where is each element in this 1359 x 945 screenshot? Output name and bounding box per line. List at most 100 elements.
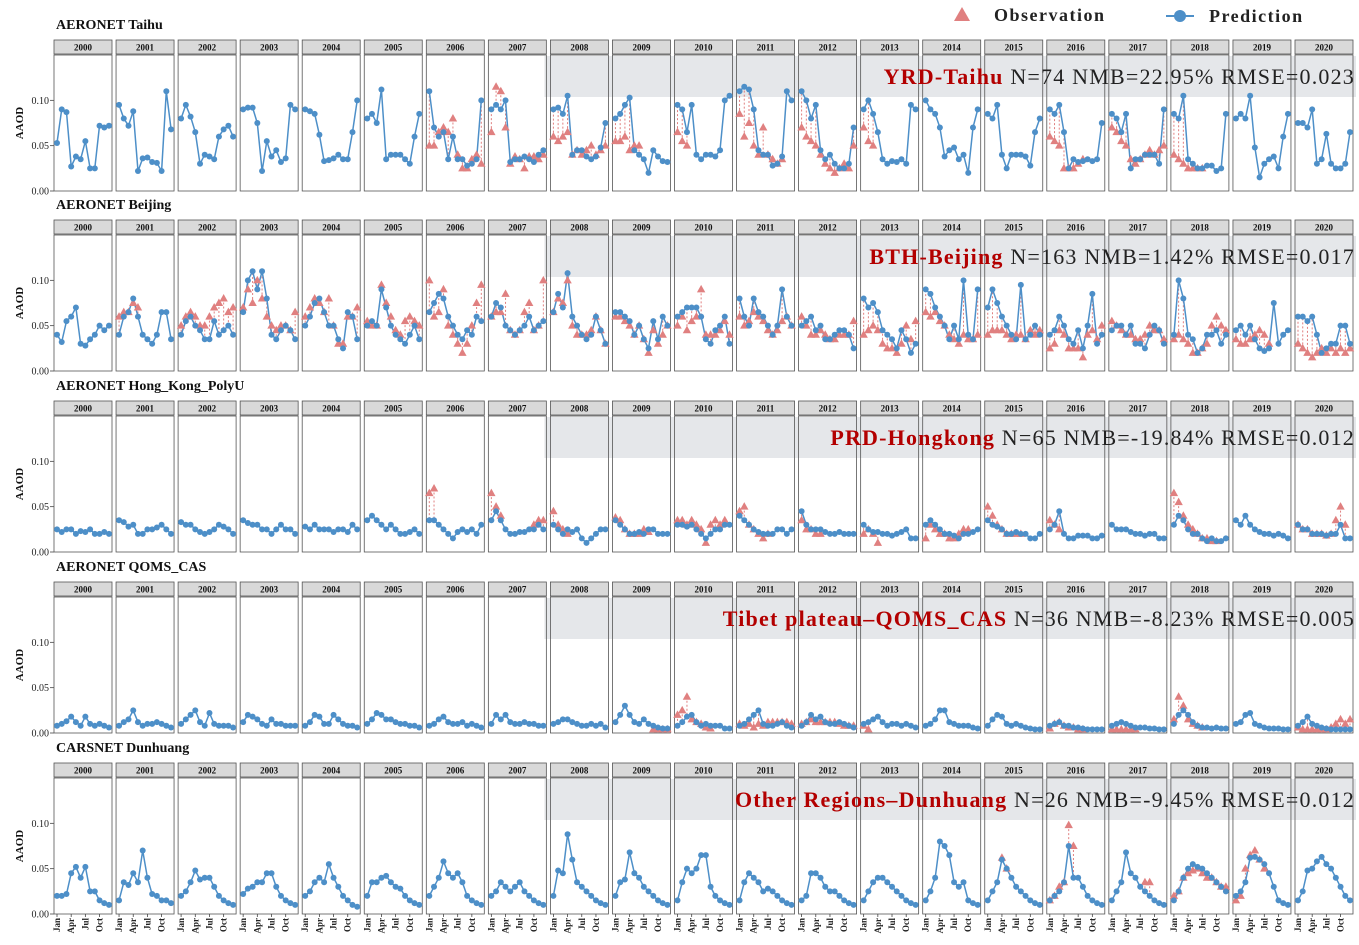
facet-year-label: 2012 bbox=[819, 43, 838, 53]
prediction-point bbox=[225, 122, 232, 129]
prediction-point bbox=[120, 519, 127, 526]
observation-point bbox=[1331, 719, 1341, 727]
prediction-point bbox=[1141, 724, 1148, 731]
facet-year-label: 2009 bbox=[632, 43, 651, 53]
observation-point bbox=[864, 325, 873, 334]
prediction-point bbox=[215, 521, 222, 528]
prediction-point bbox=[1266, 870, 1273, 877]
facet-2018: 2018 bbox=[1169, 39, 1230, 192]
facet-2010: 2010 bbox=[673, 39, 733, 192]
prediction-point bbox=[354, 526, 361, 533]
prediction-point bbox=[397, 336, 404, 343]
facet-2006: 2006 bbox=[425, 581, 485, 734]
prediction-point bbox=[383, 716, 390, 723]
facet-year-label: 2016 bbox=[1067, 43, 1086, 53]
prediction-point bbox=[96, 122, 103, 129]
prediction-point bbox=[1089, 726, 1096, 733]
facet-strip bbox=[487, 39, 547, 55]
observation-point bbox=[429, 312, 439, 320]
observation-point bbox=[1345, 714, 1355, 723]
facet-strip bbox=[425, 219, 485, 235]
observation-point bbox=[983, 502, 992, 510]
prediction-point bbox=[769, 162, 776, 169]
prediction-point bbox=[87, 720, 94, 727]
prediction-point bbox=[597, 526, 604, 533]
prediction-point bbox=[1060, 530, 1067, 537]
prediction-point bbox=[994, 101, 1001, 108]
facet-year-label: 2014 bbox=[943, 404, 962, 414]
prediction-point bbox=[440, 858, 447, 865]
x-tick-label: Apr bbox=[873, 918, 883, 934]
prediction-point bbox=[249, 883, 256, 890]
facet-year-label: 2016 bbox=[1067, 585, 1086, 595]
prediction-point bbox=[841, 897, 848, 904]
prediction-point bbox=[54, 526, 60, 533]
prediction-point bbox=[865, 97, 872, 104]
facet-year-label: 2008 bbox=[570, 404, 589, 414]
prediction-point bbox=[592, 722, 599, 729]
prediction-point bbox=[72, 530, 79, 537]
prediction-point bbox=[478, 901, 485, 908]
prediction-point bbox=[836, 892, 843, 899]
facet-panel bbox=[53, 234, 113, 372]
prediction-point bbox=[955, 883, 962, 890]
prediction-point bbox=[163, 897, 170, 904]
prediction-point bbox=[1194, 165, 1201, 172]
prediction-point bbox=[645, 169, 652, 176]
observation-point bbox=[228, 303, 238, 311]
prediction-point bbox=[1008, 151, 1015, 158]
facet-strip bbox=[239, 219, 299, 235]
prediction-point bbox=[445, 719, 452, 726]
x-tick-label: Jan bbox=[548, 918, 558, 932]
prediction-point bbox=[893, 158, 900, 165]
prediction-point bbox=[244, 104, 251, 111]
prediction-point bbox=[1222, 888, 1229, 895]
facet-year-label: 2014 bbox=[943, 223, 962, 233]
prediction-point bbox=[564, 92, 571, 99]
facet-panel bbox=[53, 596, 113, 734]
prediction-point bbox=[406, 529, 413, 536]
prediction-point bbox=[282, 322, 289, 329]
observation-point bbox=[1331, 515, 1341, 524]
prediction-point bbox=[91, 888, 98, 895]
prediction-point bbox=[574, 720, 581, 727]
prediction-point bbox=[1208, 874, 1215, 881]
prediction-point bbox=[397, 151, 404, 158]
prediction-point bbox=[1098, 331, 1105, 338]
facet-2006: 2006 bbox=[425, 39, 486, 192]
observation-point bbox=[563, 275, 572, 284]
facet-2020: 2020 bbox=[1293, 219, 1355, 372]
y-tick-label: 0.00 bbox=[32, 729, 50, 740]
x-tick-label: Jul bbox=[577, 918, 587, 931]
prediction-point bbox=[1189, 336, 1196, 343]
prediction-point bbox=[1098, 901, 1105, 908]
y-axis-label: AAOD bbox=[14, 468, 26, 500]
prediction-point bbox=[927, 888, 934, 895]
facet-strip bbox=[363, 581, 423, 597]
prediction-point bbox=[1141, 151, 1148, 158]
prediction-point bbox=[392, 151, 399, 158]
facet-strip bbox=[736, 762, 795, 778]
prediction-point bbox=[664, 158, 671, 165]
prediction-point bbox=[1199, 535, 1206, 542]
facet-year-label: 2002 bbox=[198, 404, 217, 414]
observation-point bbox=[749, 723, 758, 731]
prediction-point bbox=[530, 158, 537, 165]
observation-point bbox=[324, 293, 334, 302]
prediction-point bbox=[468, 331, 475, 338]
facet-2019: 2019 bbox=[1232, 39, 1292, 192]
prediction-point bbox=[277, 521, 284, 528]
prediction-point bbox=[712, 722, 719, 729]
prediction-point bbox=[965, 897, 972, 904]
observation-point bbox=[353, 303, 362, 311]
prediction-point bbox=[726, 92, 733, 99]
prediction-point bbox=[769, 888, 776, 895]
prediction-point bbox=[464, 529, 471, 536]
observation-point bbox=[1255, 325, 1264, 334]
prediction-point bbox=[998, 713, 1005, 720]
observation-point bbox=[410, 316, 419, 325]
facet-2017: 2017 bbox=[1107, 39, 1169, 192]
prediction-point bbox=[302, 523, 309, 530]
prediction-point bbox=[688, 101, 695, 108]
